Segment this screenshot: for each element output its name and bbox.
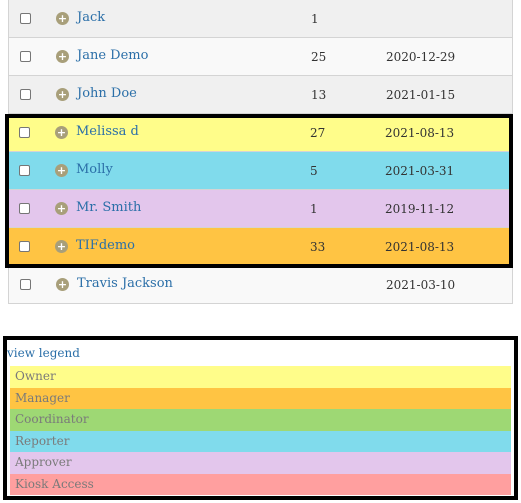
legend-item-coordinator: Coordinator xyxy=(10,409,511,431)
expand-plus-icon[interactable]: + xyxy=(56,50,69,63)
expand-plus-icon[interactable]: + xyxy=(55,164,68,177)
legend-item-reporter: Reporter xyxy=(10,430,511,452)
user-table: + Jack 1 + Jane Demo 25 2020-12-29 + Joh… xyxy=(8,0,513,304)
view-legend-link[interactable]: view legend xyxy=(7,346,80,360)
user-count: 25 xyxy=(311,50,327,64)
user-count: 1 xyxy=(310,202,318,216)
table-row: + Molly 5 2021-03-31 xyxy=(8,152,513,190)
user-name-link[interactable]: Travis Jackson xyxy=(77,276,173,291)
user-name-link[interactable]: John Doe xyxy=(77,86,137,101)
row-checkbox[interactable] xyxy=(19,203,30,214)
expand-plus-icon[interactable]: + xyxy=(56,278,69,291)
user-name-link[interactable]: Melissa d xyxy=(76,124,139,139)
user-date: 2021-08-13 xyxy=(385,240,455,254)
table-row: + Jack 1 xyxy=(8,0,513,38)
user-count: 33 xyxy=(310,240,326,254)
user-date: 2021-01-15 xyxy=(386,88,456,102)
row-checkbox[interactable] xyxy=(19,165,30,176)
legend-item-owner: Owner xyxy=(10,366,511,388)
user-name-link[interactable]: Molly xyxy=(76,162,113,177)
legend-item-kiosk-access: Kiosk Access xyxy=(10,473,511,495)
expand-plus-icon[interactable]: + xyxy=(55,126,68,139)
table-row: + Jane Demo 25 2020-12-29 xyxy=(8,38,513,76)
table-row: + TIFdemo 33 2021-08-13 xyxy=(8,228,513,266)
row-checkbox[interactable] xyxy=(20,89,31,100)
row-checkbox[interactable] xyxy=(20,279,31,290)
table-row: + Mr. Smith 1 2019-11-12 xyxy=(8,190,513,228)
legend-panel: view legend Owner Manager Coordinator Re… xyxy=(3,336,518,500)
user-count: 13 xyxy=(311,88,327,102)
row-checkbox[interactable] xyxy=(19,127,30,138)
user-name-link[interactable]: Jane Demo xyxy=(77,48,149,63)
user-date: 2019-11-12 xyxy=(385,202,455,216)
row-checkbox[interactable] xyxy=(19,241,30,252)
table-row: + Melissa d 27 2021-08-13 xyxy=(8,114,513,152)
expand-plus-icon[interactable]: + xyxy=(55,202,68,215)
row-checkbox[interactable] xyxy=(20,13,31,24)
user-count: 5 xyxy=(310,164,318,178)
table-row: + Travis Jackson 2021-03-10 xyxy=(8,266,513,304)
user-count: 1 xyxy=(311,12,319,26)
legend-item-manager: Manager xyxy=(10,387,511,409)
expand-plus-icon[interactable]: + xyxy=(56,88,69,101)
user-date: 2021-03-31 xyxy=(385,164,455,178)
legend-item-approver: Approver xyxy=(10,452,511,474)
user-date: 2021-03-10 xyxy=(386,278,456,292)
user-date: 2020-12-29 xyxy=(386,50,456,64)
user-name-link[interactable]: Jack xyxy=(77,10,106,25)
row-checkbox[interactable] xyxy=(20,51,31,62)
user-name-link[interactable]: Mr. Smith xyxy=(76,200,142,215)
user-count: 27 xyxy=(310,126,326,140)
user-date: 2021-08-13 xyxy=(385,126,455,140)
expand-plus-icon[interactable]: + xyxy=(55,240,68,253)
table-row: + John Doe 13 2021-01-15 xyxy=(8,76,513,114)
expand-plus-icon[interactable]: + xyxy=(56,12,69,25)
user-name-link[interactable]: TIFdemo xyxy=(76,238,135,253)
